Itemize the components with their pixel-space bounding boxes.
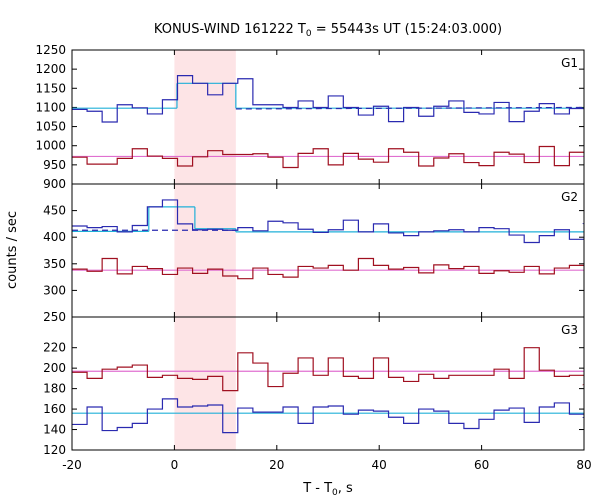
g1-fit-line <box>235 106 584 110</box>
g1-ytick-label: 950 <box>43 158 66 172</box>
g3-ytick-label: 220 <box>43 341 66 355</box>
g2-ytick-label: 350 <box>43 257 66 271</box>
x-tick-label: -20 <box>62 458 82 472</box>
g2-histogram-series <box>72 199 584 244</box>
x-tick-label: 0 <box>171 458 179 472</box>
g1-histogram-series <box>72 75 584 123</box>
g1-ytick-label: 1250 <box>35 43 66 57</box>
g2-panel-label: G2 <box>561 190 578 204</box>
g1-ytick-label: 1050 <box>35 120 66 134</box>
x-tick-label: 20 <box>269 458 284 472</box>
g1-ytick-label: 900 <box>43 177 66 191</box>
g3-histogram-series <box>72 398 584 434</box>
g3-ytick-label: 200 <box>43 361 66 375</box>
highlight-interval-band <box>174 50 236 450</box>
g1-ytick-label: 1150 <box>35 81 66 95</box>
g2-panel-frame <box>71 183 585 318</box>
x-tick-label: 40 <box>372 458 387 472</box>
g3-histogram-series <box>72 347 584 392</box>
g3-ytick-label: 180 <box>43 382 66 396</box>
plot-area: 900950100010501100115012001250G125030035… <box>35 43 591 472</box>
g3-ytick-label: 140 <box>43 423 66 437</box>
chart-title: KONUS-WIND 161222 T0 = 55443s UT (15:24:… <box>154 22 502 39</box>
x-tick-label: 80 <box>576 458 591 472</box>
g1-histogram-series <box>72 145 584 169</box>
g3-panel-label: G3 <box>561 323 578 337</box>
y-axis-label: counts / sec <box>5 211 20 289</box>
g2-histogram-series <box>72 257 584 285</box>
g2-ytick-label: 450 <box>43 204 66 218</box>
g3-ytick-label: 120 <box>43 443 66 457</box>
g2-ytick-label: 250 <box>43 310 66 324</box>
g1-panel-label: G1 <box>561 56 578 70</box>
g1-ytick-label: 1200 <box>35 62 66 76</box>
g1-ytick-label: 1000 <box>35 139 66 153</box>
g2-ytick-label: 300 <box>43 283 66 297</box>
x-axis-label: T - T0, s <box>302 481 353 498</box>
g2-ytick-label: 400 <box>43 230 66 244</box>
x-tick-label: 60 <box>474 458 489 472</box>
g1-ytick-label: 1100 <box>35 100 66 114</box>
g3-ytick-label: 160 <box>43 402 66 416</box>
g3-panel-frame <box>71 316 585 451</box>
